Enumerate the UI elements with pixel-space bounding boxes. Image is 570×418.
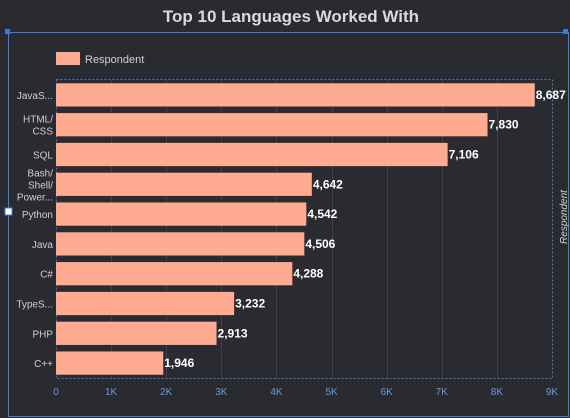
- bar[interactable]: [56, 232, 305, 256]
- value-label: 8,687: [536, 88, 566, 102]
- bar[interactable]: [56, 142, 448, 167]
- selection-handle-top-right[interactable]: [563, 29, 568, 34]
- category-label: PHP: [32, 329, 53, 340]
- category-label: SQL: [33, 151, 53, 162]
- category-label: HTML/CSS: [23, 115, 53, 138]
- value-label: 4,642: [313, 177, 343, 191]
- x-tick-label: 0: [53, 387, 59, 398]
- bar[interactable]: [56, 291, 235, 316]
- category-label: JavaS...: [17, 91, 53, 102]
- selection-handle-left[interactable]: [4, 207, 13, 216]
- x-tick-label: 8K: [491, 387, 504, 398]
- legend-swatch: [56, 52, 80, 65]
- legend-label: Respondent: [85, 54, 144, 66]
- category-label: C++: [34, 359, 53, 370]
- bar[interactable]: [56, 113, 488, 137]
- category-labels: JavaS... HTML/CSS SQL Bash/Shell/Power... Py…: [16, 91, 53, 370]
- x-tick-label: 1K: [105, 387, 118, 398]
- bar[interactable]: [56, 83, 535, 107]
- x-axis-ticks: 0 1K 2K 3K 4K 5K 6K 7K 8K 9K: [53, 387, 558, 398]
- chart-selection-frame[interactable]: [8, 32, 569, 417]
- value-label: 1,946: [164, 356, 194, 370]
- category-label: Python: [22, 210, 53, 221]
- x-tick-label: 7K: [436, 387, 449, 398]
- value-label: 7,830: [489, 118, 519, 132]
- bar[interactable]: [56, 321, 217, 345]
- bars-group: [56, 83, 535, 375]
- value-label: 4,506: [305, 237, 335, 251]
- bar[interactable]: [56, 262, 293, 286]
- category-label: Java: [32, 240, 54, 251]
- x-tick-label: 5K: [325, 387, 338, 398]
- value-label: 7,106: [449, 148, 479, 162]
- value-label: 2,913: [218, 326, 248, 340]
- x-tick-label: 9K: [546, 387, 559, 398]
- value-label: 4,542: [307, 207, 337, 221]
- x-tick-label: 3K: [215, 387, 228, 398]
- category-label: Bash/Shell/Power...: [17, 168, 53, 203]
- bar[interactable]: [56, 202, 307, 226]
- selection-handle-top-left[interactable]: [5, 29, 10, 34]
- value-label: 3,232: [235, 297, 265, 311]
- bar[interactable]: [56, 172, 312, 196]
- value-labels: 8,687 7,830 7,106 4,642 4,542 4,506 4,288 3,232…: [164, 88, 566, 370]
- value-label: 4,288: [293, 267, 323, 281]
- x-tick-label: 2K: [160, 387, 173, 398]
- x-tick-label: 6K: [381, 387, 394, 398]
- x-tick-label: 4K: [270, 387, 283, 398]
- category-label: C#: [40, 270, 53, 281]
- right-axis-title: Respondent: [559, 189, 570, 244]
- category-label: TypeS...: [16, 300, 53, 311]
- chart-title: Top 10 Languages Worked With: [163, 7, 419, 26]
- plot-area: [56, 79, 553, 379]
- bar[interactable]: [56, 351, 164, 375]
